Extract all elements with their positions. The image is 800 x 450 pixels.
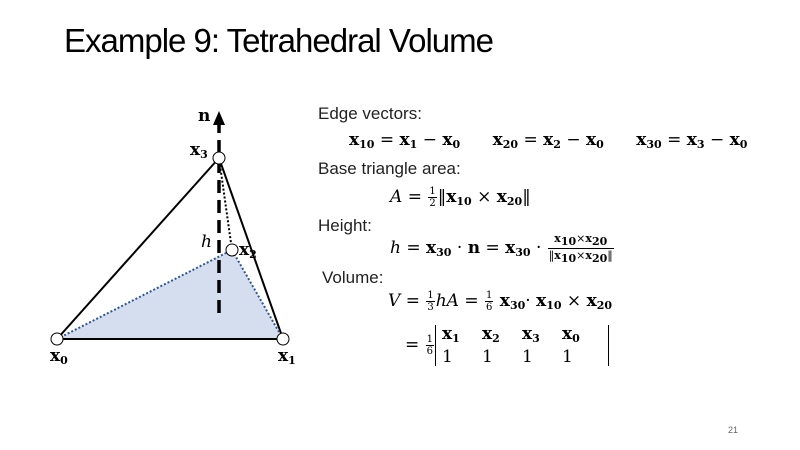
vertex-x3-label: x3 [190, 140, 208, 161]
edge-x0-x3 [56, 157, 220, 340]
vertex-x2-dot [225, 243, 239, 257]
edge-x0-x2 [56, 249, 233, 340]
edge-vector-equations: x10 = x1 − x0 x20 = x2 − x0 x30 = x3 − x… [349, 130, 748, 151]
normal-arrowhead [213, 111, 225, 125]
vertex-x1-label: x1 [278, 346, 296, 367]
page-number: 21 [728, 425, 739, 435]
height-equation: h = x30 · n = x30 · x10×x20 ‖x10×x20‖ [390, 232, 614, 265]
vertex-x2-label: x2 [239, 240, 257, 261]
edge-x1-x2 [231, 249, 284, 340]
base-area-equation: A = 1 2 ‖x10 × x20‖ [390, 186, 531, 209]
base-area-label: Base triangle area: [318, 159, 461, 178]
vertex-x3-dot [212, 151, 226, 165]
height-section-label: Height: [318, 216, 372, 235]
edge-x2-x3 [218, 157, 233, 251]
edge-vectors-label: Edge vectors: [318, 104, 422, 123]
base-triangle-fill [57, 250, 283, 339]
normal-label: n [198, 106, 211, 126]
vertex-x0-dot [50, 332, 64, 346]
volume-label: Volume: [322, 268, 384, 287]
slide-title: Example 9: Tetrahedral Volume [64, 22, 494, 59]
vertex-x0-label: x0 [50, 346, 68, 367]
vertex-x1-dot [276, 332, 290, 346]
height-label: h [201, 232, 212, 252]
edge-x1-x3 [218, 157, 284, 340]
